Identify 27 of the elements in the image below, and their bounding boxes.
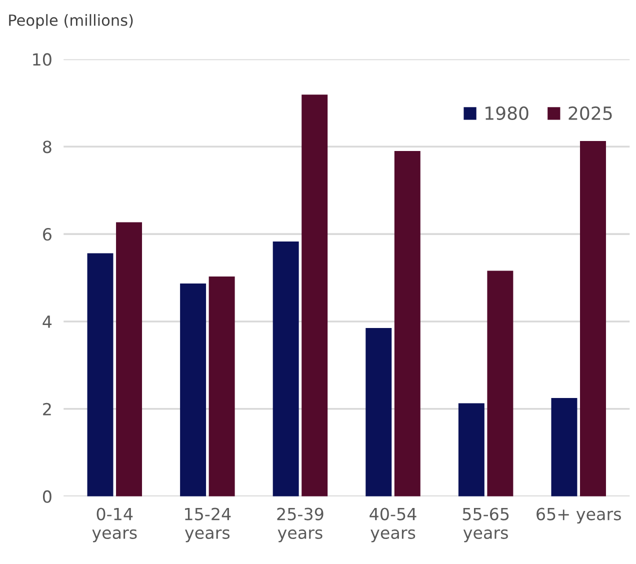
- bar: [208, 276, 235, 496]
- bar: [366, 328, 392, 496]
- y-axis-title: People (millions): [9, 14, 133, 29]
- bar: [458, 403, 484, 496]
- y-tick-label: 2: [43, 402, 51, 416]
- bar: [487, 270, 514, 496]
- bar: [580, 140, 606, 496]
- x-tick-label: 40-54 years: [370, 508, 416, 542]
- y-tick-label: 8: [43, 140, 52, 154]
- bar: [551, 398, 578, 496]
- bar: [272, 241, 299, 496]
- y-tick-label: 0: [42, 490, 52, 503]
- y-tick-label: 6: [43, 228, 52, 241]
- x-tick-label: 65+ years: [536, 508, 621, 524]
- x-tick-label: 25-39 years: [277, 508, 324, 542]
- bar: [394, 151, 420, 496]
- y-tick-label: 10: [33, 53, 52, 66]
- bar: [180, 283, 206, 496]
- legend-label: 1980: [486, 106, 528, 120]
- x-tick-label: 55-65 years: [462, 508, 509, 542]
- bar: [302, 94, 328, 496]
- x-tick-label: 15-24 years: [184, 508, 231, 542]
- x-tick-label: 0-14 years: [92, 508, 137, 542]
- bar: [87, 253, 114, 496]
- legend-label: 2025: [568, 106, 612, 120]
- y-tick-label: 4: [42, 316, 52, 328]
- bar: [116, 222, 142, 496]
